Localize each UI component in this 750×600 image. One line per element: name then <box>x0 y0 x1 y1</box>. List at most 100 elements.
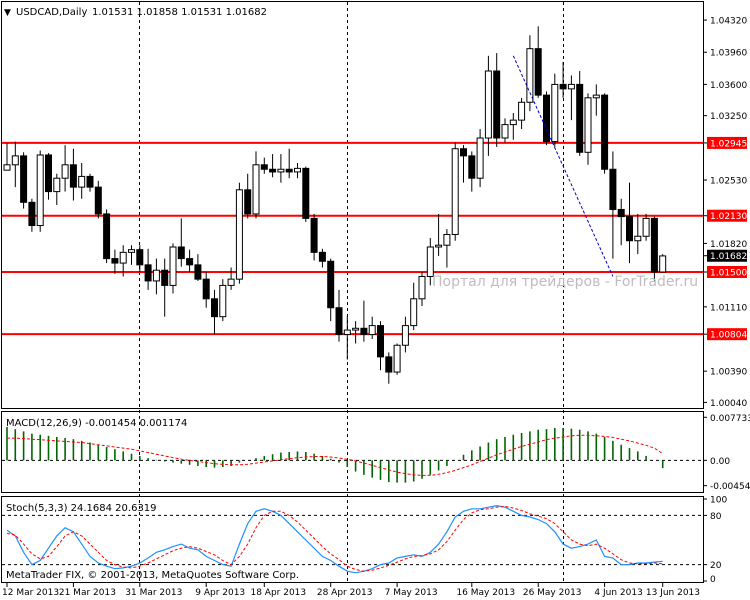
candle-body <box>601 94 609 170</box>
candle-body <box>169 246 177 286</box>
time-tick-label: 26 May 2013 <box>523 588 582 598</box>
candle-body <box>543 94 550 143</box>
stoch-axis: 100 80 20 0 <box>703 496 727 585</box>
macd-tick-label: 0.007733 <box>710 414 750 424</box>
symbol-icon[interactable]: ▼ <box>4 8 11 18</box>
candle-body <box>592 94 600 99</box>
price-tick-label: 1.02130 <box>710 212 747 222</box>
candle-body <box>219 284 227 318</box>
candle-body <box>152 269 160 282</box>
current-price-box <box>707 249 747 262</box>
stoch-tick-label: 100 <box>710 496 727 506</box>
candle-body <box>111 258 119 264</box>
candle-body <box>617 208 625 218</box>
candle-body <box>235 189 243 280</box>
copyright-text: MetaTrader FIX, © 2001-2013, MetaQuotes … <box>6 570 299 581</box>
time-axis: 12 Mar 2013 21 Mar 2013 31 Mar 2013 9 Apr 2… <box>2 583 700 598</box>
candle-body <box>584 97 592 153</box>
macd-axis: 0.007733 0.00 -0.00454 <box>703 414 750 492</box>
candle-body <box>559 83 567 90</box>
candle-body <box>277 168 285 173</box>
candle-body <box>493 70 501 139</box>
candle-body <box>335 307 343 336</box>
candle-body <box>252 164 260 215</box>
candle-body <box>393 344 401 373</box>
candle-body <box>551 83 559 143</box>
candle-body <box>526 48 534 103</box>
price-tick-label: 1.02530 <box>710 176 747 186</box>
time-tick-label: 13 Jun 2013 <box>646 588 700 598</box>
candle-body <box>177 246 185 260</box>
price-tick-label: 1.00390 <box>710 368 747 378</box>
candle-body <box>634 235 642 242</box>
price-tick-label: 1.00040 <box>710 399 747 409</box>
level-label-box <box>707 328 747 341</box>
candle-body <box>443 233 451 246</box>
candle-body <box>401 325 409 346</box>
candle-body <box>509 119 517 126</box>
candle-body <box>202 278 210 300</box>
level-label-box <box>707 136 747 149</box>
candle-body <box>418 275 426 300</box>
candle-body <box>360 327 368 336</box>
price-tick-label: 1.01500 <box>710 269 747 279</box>
macd-signal-line <box>7 434 663 476</box>
candle-body <box>28 201 36 227</box>
candle-body <box>576 83 584 153</box>
ohlc-readout: 1.01531 1.01858 1.01531 1.01682 <box>92 7 267 18</box>
price-panel-frame <box>1 1 704 409</box>
candle-body <box>659 255 667 273</box>
level-label-box <box>707 209 747 222</box>
candle-body <box>626 216 633 242</box>
macd-tick-label: -0.00454 <box>710 482 750 492</box>
candle-body <box>36 154 44 227</box>
candle-body <box>3 164 11 171</box>
candle-body <box>103 213 111 260</box>
candle-body <box>69 164 77 188</box>
candle-body <box>186 258 194 266</box>
macd-tick-label: 0.00 <box>710 457 730 467</box>
candle-body <box>435 244 443 248</box>
time-tick-label: 31 Mar 2013 <box>125 588 182 598</box>
candle-body <box>410 298 418 327</box>
candle-body <box>476 137 484 179</box>
vertical-grid <box>139 2 564 582</box>
trend-line <box>512 55 614 277</box>
candle-body <box>650 217 658 273</box>
price-tick-label: 1.01820 <box>710 240 747 250</box>
price-tick-label: 1.03600 <box>710 81 747 91</box>
candle-body <box>609 168 617 210</box>
candle-body <box>128 249 135 253</box>
stoch-tick-label: 80 <box>710 512 722 522</box>
stoch-title: Stoch(5,3,3) 24.1684 20.6319 <box>6 503 157 514</box>
chart-title: USDCAD,Daily <box>16 7 87 18</box>
time-tick-label: 21 Mar 2013 <box>59 588 116 598</box>
candle-body <box>318 251 326 262</box>
candle-body <box>11 155 19 166</box>
candle-body <box>484 70 492 139</box>
stoch-panel-frame <box>1 496 704 583</box>
price-tick-label: 1.02945 <box>710 139 747 149</box>
candle-body <box>642 217 650 237</box>
macd-title: MACD(12,26,9) -0.001454 0.001174 <box>6 418 187 429</box>
time-tick-label: 12 Mar 2013 <box>2 588 59 598</box>
candle-body <box>302 167 310 219</box>
candle-body <box>20 155 28 203</box>
candle-body <box>227 278 235 286</box>
time-tick-label: 7 May 2013 <box>385 588 438 598</box>
watermark: Портал для трейдеров - ForTrader.ru <box>432 274 698 290</box>
candle-body <box>53 177 61 193</box>
candle-body <box>61 164 69 179</box>
candle-body <box>194 264 202 280</box>
stoch-main-line <box>6 504 663 574</box>
candle-body <box>426 246 434 277</box>
trend-line-segment <box>512 55 614 277</box>
candle-body <box>211 298 218 318</box>
candle-body <box>260 164 268 170</box>
candle-body <box>534 48 542 96</box>
price-tick-label: 1.03250 <box>710 112 747 122</box>
candle-body <box>368 325 376 336</box>
candle-body <box>501 124 509 139</box>
